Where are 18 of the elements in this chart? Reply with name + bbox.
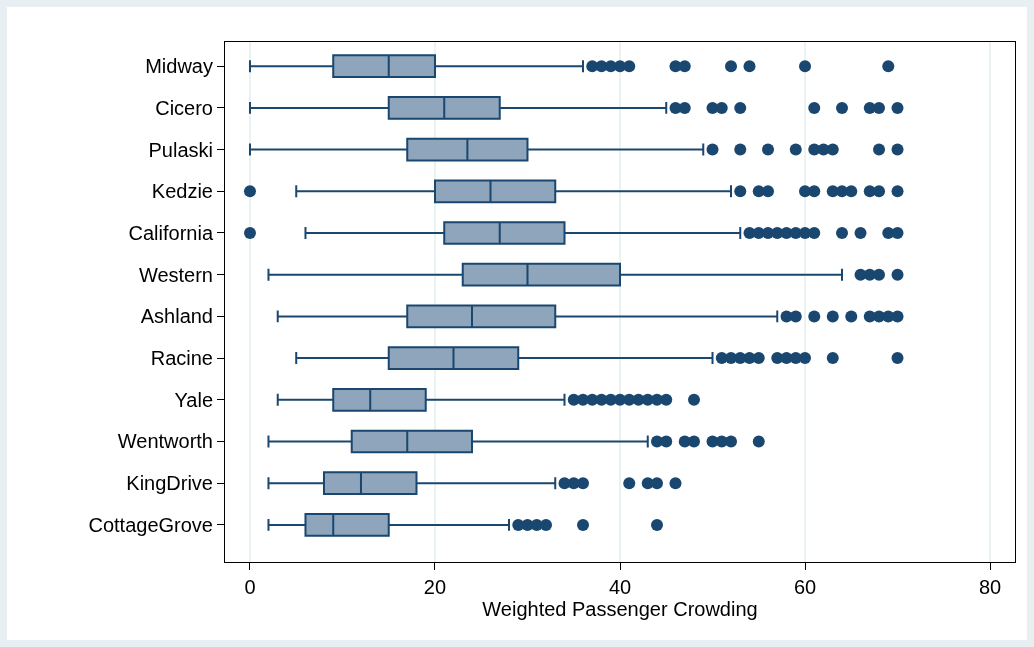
y-tick-label: Racine: [150, 347, 213, 370]
x-tick-label: 40: [608, 576, 632, 598]
x-tick-label: 60: [793, 576, 817, 598]
x-tick-label: 20: [423, 576, 447, 598]
x-tick-label: 0: [244, 576, 256, 598]
y-tick-label: CottageGrove: [88, 513, 213, 536]
x-tick-label: 80: [978, 576, 1002, 598]
y-tick-label: Ashland: [140, 305, 213, 328]
x-axis-title: Weighted Passenger Crowding: [482, 598, 758, 620]
y-tick-label: California: [128, 221, 214, 244]
y-tick-label: KingDrive: [126, 472, 213, 495]
y-tick-label: Yale: [174, 388, 213, 411]
y-tick-label: Midway: [145, 55, 213, 78]
y-tick-label: Western: [138, 263, 213, 286]
y-tick-label: Wentworth: [117, 430, 213, 453]
y-tick-label: Kedzie: [151, 180, 213, 203]
y-tick-label: Cicero: [155, 96, 213, 119]
y-tick-label: Pulaski: [148, 138, 213, 161]
